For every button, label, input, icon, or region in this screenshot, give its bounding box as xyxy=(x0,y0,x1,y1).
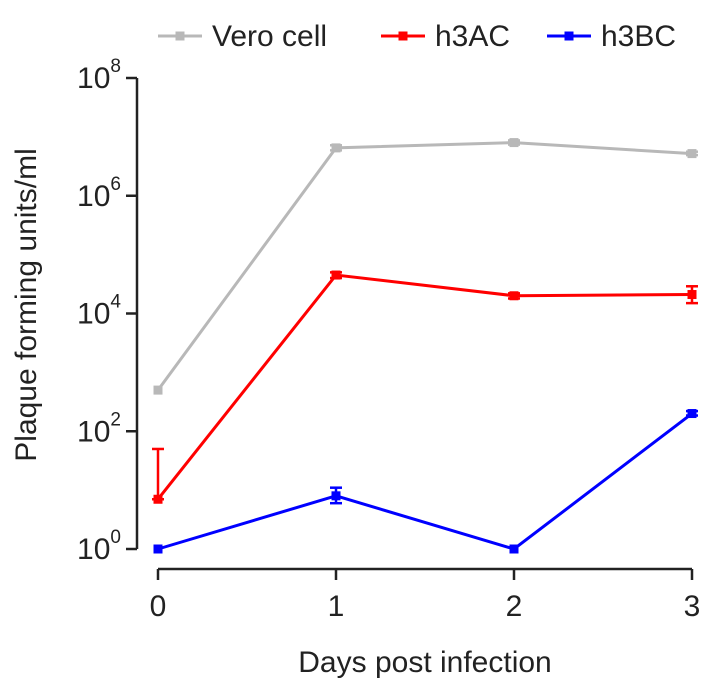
legend-label: h3BC xyxy=(601,20,676,53)
data-point xyxy=(332,491,341,500)
y-tick-label: 108 xyxy=(77,56,121,95)
data-point xyxy=(510,291,519,300)
y-tick-label: 106 xyxy=(77,174,121,213)
legend-marker xyxy=(399,32,408,41)
legend-marker xyxy=(176,32,185,41)
series-h3ac xyxy=(152,271,698,504)
y-tick-label: 100 xyxy=(77,527,121,566)
data-point xyxy=(332,271,341,280)
y-axis: 100 102 104 106 108 xyxy=(77,56,137,566)
legend-label: h3AC xyxy=(435,20,510,53)
y-tick-label: 102 xyxy=(77,409,121,448)
series-line xyxy=(158,414,692,549)
data-point xyxy=(688,149,697,158)
y-axis-label: Plaque forming units/ml xyxy=(10,148,43,461)
x-tick-label: 2 xyxy=(506,590,523,623)
data-point xyxy=(510,545,519,554)
series-line xyxy=(158,275,692,499)
x-tick-label: 3 xyxy=(684,590,701,623)
data-point xyxy=(154,386,163,395)
x-axis: 0 1 2 3 xyxy=(150,569,701,623)
data-point xyxy=(688,290,697,299)
legend-label: Vero cell xyxy=(212,20,327,53)
data-point xyxy=(154,495,163,504)
data-point xyxy=(510,138,519,147)
x-axis-label: Days post infection xyxy=(298,646,551,679)
legend-marker xyxy=(565,32,574,41)
y-tick-label: 104 xyxy=(77,292,121,331)
legend: Vero cell h3AC h3BC xyxy=(158,20,676,53)
legend-item: h3AC xyxy=(381,20,510,53)
legend-item: Vero cell xyxy=(158,20,327,53)
data-point xyxy=(688,409,697,418)
x-tick-label: 0 xyxy=(150,590,167,623)
data-point xyxy=(332,143,341,152)
x-tick-label: 1 xyxy=(328,590,345,623)
series-h3bc xyxy=(154,409,699,553)
legend-item: h3BC xyxy=(547,20,676,53)
series-vero-cell xyxy=(154,138,699,395)
series-layer xyxy=(152,138,698,553)
data-point xyxy=(154,545,163,554)
series-line xyxy=(158,143,692,391)
